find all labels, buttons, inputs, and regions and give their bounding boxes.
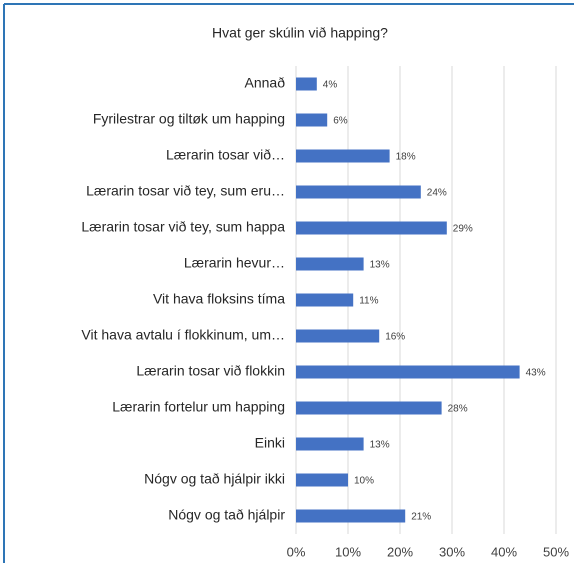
y-tick-label: Lærarin tosar við… — [166, 147, 285, 163]
x-tick-label: 10% — [335, 544, 361, 559]
value-label: 21% — [411, 512, 431, 523]
value-label: 24% — [427, 188, 447, 199]
chart-title: Hvat ger skúlin við happing? — [212, 25, 388, 41]
y-tick-label: Fyrilestrar og tiltøk um happing — [93, 111, 285, 127]
bar — [296, 113, 328, 127]
value-label: 4% — [323, 80, 338, 91]
value-label: 28% — [448, 404, 468, 415]
y-tick-label: Annað — [245, 75, 286, 91]
x-tick-label: 50% — [543, 544, 569, 559]
bar — [296, 185, 421, 199]
y-tick-label: Lærarin hevur… — [184, 255, 285, 271]
bar — [296, 221, 447, 235]
x-tick-label: 30% — [439, 544, 465, 559]
y-tick-label: Lærarin tosar við flokkin — [136, 363, 285, 379]
bar — [296, 437, 364, 451]
value-label: 6% — [333, 116, 348, 127]
value-label: 10% — [354, 476, 374, 487]
y-tick-label: Lærarin tosar við tey, sum eru… — [86, 183, 285, 199]
bar — [296, 77, 317, 91]
x-tick-label: 40% — [491, 544, 517, 559]
value-label: 11% — [359, 296, 378, 307]
bar — [296, 149, 390, 163]
bar — [296, 329, 380, 343]
y-tick-label: Vit hava avtalu í flokkinum, um… — [81, 327, 285, 343]
bar — [296, 257, 364, 271]
y-tick-label: Lærarin tosar við tey, sum happa — [81, 219, 285, 235]
x-tick-label: 0% — [287, 544, 306, 559]
y-tick-label: Nógv og tað hjálpir ikki — [144, 471, 285, 487]
value-label: 13% — [370, 440, 390, 451]
bar — [296, 401, 442, 415]
y-tick-label: Lærarin fortelur um happing — [112, 399, 285, 415]
value-label: 29% — [453, 224, 473, 235]
bar — [296, 365, 520, 379]
value-label: 13% — [370, 260, 390, 271]
value-label: 43% — [526, 368, 546, 379]
x-tick-label: 20% — [387, 544, 413, 559]
bar — [296, 509, 406, 523]
value-label: 16% — [385, 332, 405, 343]
bar — [296, 293, 354, 307]
value-label: 18% — [396, 152, 416, 163]
y-tick-label: Nógv og tað hjálpir — [168, 507, 285, 523]
bar — [296, 473, 348, 487]
y-tick-label: Einki — [255, 435, 285, 451]
y-tick-label: Vit hava floksins tíma — [153, 291, 285, 307]
